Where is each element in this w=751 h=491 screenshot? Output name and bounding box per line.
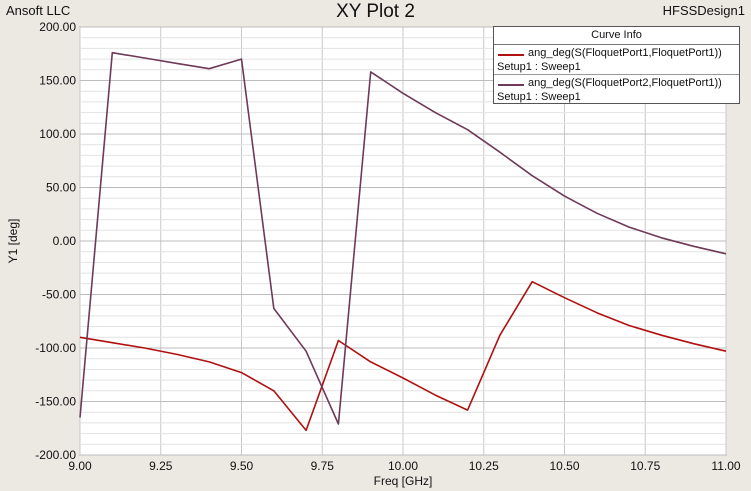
x-tick-label: 9.00: [68, 459, 92, 473]
y-axis-title: Y1 [deg]: [6, 219, 20, 264]
y-tick-label: -100.00: [35, 341, 76, 355]
y-tick-label: 150.00: [39, 74, 76, 88]
x-tick-label: 9.25: [149, 459, 173, 473]
design-name: HFSSDesign1: [662, 3, 745, 18]
x-tick-label: 9.75: [311, 459, 335, 473]
legend-series-1-setup: Setup1 : Sweep1: [497, 61, 581, 73]
series-lines: [79, 51, 727, 432]
y-tick-label: -200.00: [35, 448, 76, 462]
legend-swatch-series-2: [498, 84, 524, 86]
x-tick-label: 10.50: [549, 459, 579, 473]
plot-title: XY Plot 2: [336, 1, 415, 22]
legend-item-series-1[interactable]: ang_deg(S(FloquetPort1,FloquetPort1)) Se…: [494, 45, 739, 75]
company-label: Ansoft LLC: [6, 3, 71, 18]
y-tick-label: -150.00: [35, 395, 76, 409]
legend-title: Curve Info: [494, 27, 739, 45]
series-1-line[interactable]: [79, 280, 727, 432]
x-axis-title: Freq [GHz]: [374, 474, 433, 488]
curve-info-legend[interactable]: Curve Info ang_deg(S(FloquetPort1,Floque…: [493, 26, 740, 104]
legend-item-series-2[interactable]: ang_deg(S(FloquetPort2,FloquetPort1)) Se…: [494, 75, 739, 104]
legend-series-1-name: ang_deg(S(FloquetPort1,FloquetPort1)): [528, 47, 722, 59]
x-tick-label: 9.50: [230, 459, 254, 473]
y-tick-label: -50.00: [42, 288, 76, 302]
x-tick-label: 10.25: [469, 459, 499, 473]
y-tick-label: 50.00: [46, 181, 76, 195]
legend-series-2-setup: Setup1 : Sweep1: [497, 91, 581, 103]
y-tick-label: 0.00: [53, 234, 77, 248]
grid-lines: [79, 26, 727, 456]
x-tick-label: 11.00: [711, 459, 740, 473]
tick-labels: 9.00 9.25 9.50 9.75 10.00 10.25 10.50 10.75 11.0…: [35, 20, 741, 473]
series-2-line[interactable]: [79, 51, 727, 425]
y-tick-label: 100.00: [39, 127, 76, 141]
legend-swatch-series-1: [498, 54, 524, 56]
y-tick-label: 200.00: [39, 20, 76, 34]
x-tick-label: 10.75: [630, 459, 660, 473]
x-tick-label: 10.00: [388, 459, 418, 473]
legend-series-2-name: ang_deg(S(FloquetPort2,FloquetPort1)): [528, 77, 722, 89]
